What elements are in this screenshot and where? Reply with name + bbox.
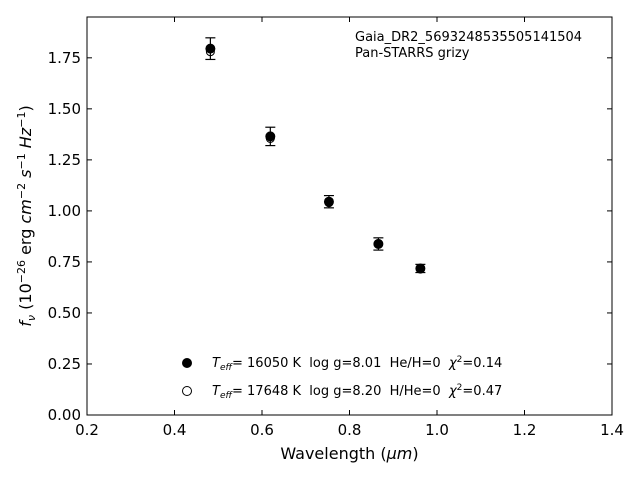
- legend-marker-open: [182, 386, 192, 396]
- data-point-open: [415, 264, 425, 274]
- y-tick-label: 0.50: [48, 304, 81, 322]
- y-tick-label: 1.25: [48, 151, 81, 169]
- y-tick-label: 0.00: [48, 406, 81, 424]
- y-tick-label: 1.00: [48, 202, 81, 220]
- x-tick-label: 1.4: [600, 421, 624, 439]
- data-point-open: [205, 47, 215, 57]
- x-tick-label: 0.8: [338, 421, 362, 439]
- plot-area: [86, 16, 613, 416]
- data-point-filled: [205, 43, 216, 54]
- x-tick-label: 0.6: [250, 421, 274, 439]
- x-tick-label: 1.2: [513, 421, 537, 439]
- legend-marker-filled: [182, 358, 192, 368]
- x-tick-label: 0.2: [75, 421, 99, 439]
- y-tick-label: 0.25: [48, 355, 81, 373]
- y-tick-label: 0.75: [48, 253, 81, 271]
- y-axis-label: fν (10−26 erg cm−2 s−1 Hz−1): [15, 105, 38, 326]
- annotation-line1: Gaia_DR2_5693248535505141504: [355, 30, 582, 45]
- x-tick-label: 1.0: [425, 421, 449, 439]
- data-point-open: [265, 133, 275, 143]
- y-axis: 0.00 0.25 0.50 0.75 1.00 1.25 1.50 1.75: [48, 49, 612, 424]
- legend-label-2: Teff= 17648 K log g=8.20 H/He=0 χ2=0.47: [212, 383, 502, 401]
- data-point-filled: [265, 131, 276, 142]
- data-point-open: [373, 239, 383, 249]
- x-axis-label: Wavelength (μm): [280, 444, 418, 463]
- y-tick-label: 1.50: [48, 100, 81, 118]
- legend-label-1: Teff= 16050 K log g=8.01 He/H=0 χ2=0.14: [212, 355, 502, 373]
- x-tick-label: 0.4: [163, 421, 187, 439]
- x-axis: 0.2 0.4 0.6 0.8 1.0 1.2 1.4: [75, 17, 624, 439]
- y-tick-label: 1.75: [48, 49, 81, 67]
- data-marks: [205, 37, 426, 274]
- annotation-line2: Pan-STARRS grizy: [355, 46, 470, 61]
- data-point-open: [324, 198, 334, 208]
- legend: Teff= 16050 K log g=8.01 He/H=0 χ2=0.14 …: [182, 355, 502, 401]
